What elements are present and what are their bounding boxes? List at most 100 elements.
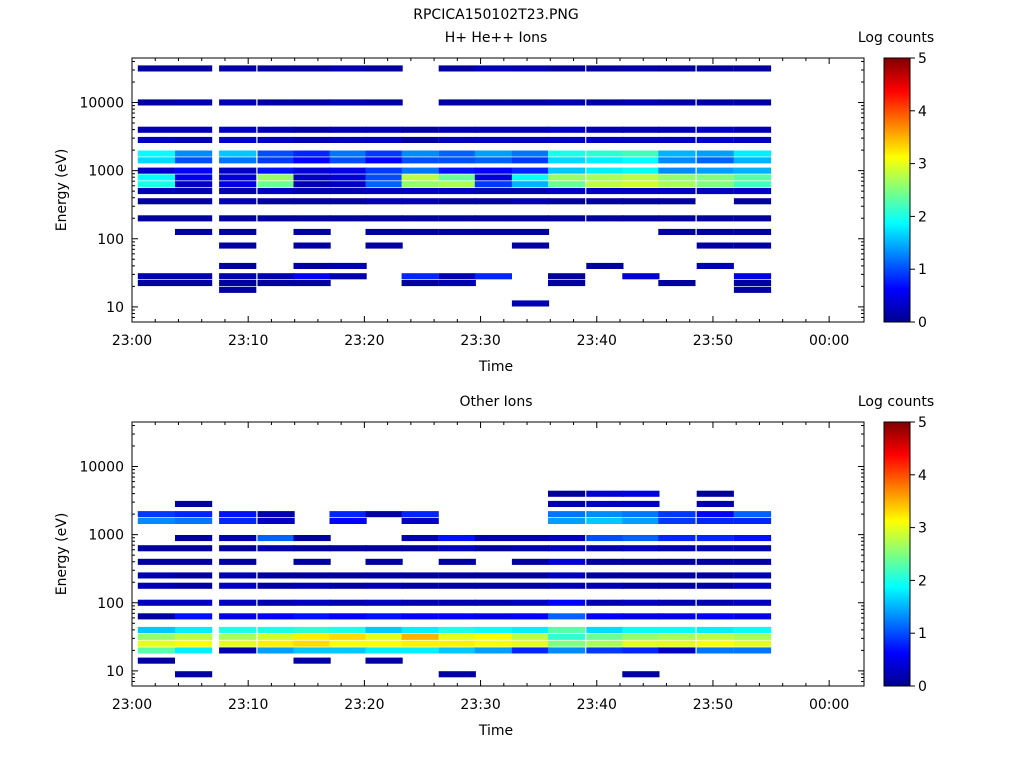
heatmap-cell <box>622 535 660 542</box>
heatmap-cell <box>293 167 331 174</box>
heatmap-cell <box>696 558 734 565</box>
heatmap-cell <box>257 157 295 164</box>
heatmap-cell <box>548 65 586 72</box>
heatmap-cell <box>365 188 403 195</box>
heatmap-cell <box>733 626 772 633</box>
heatmap-cell <box>293 273 331 280</box>
heatmap-cell <box>548 517 586 524</box>
heatmap-cell <box>622 633 660 640</box>
heatmap-cell <box>401 181 439 188</box>
heatmap-cell <box>733 126 772 133</box>
heatmap-cell <box>658 228 696 235</box>
x-tick-label: 23:10 <box>228 697 268 713</box>
heatmap-cell <box>586 157 624 164</box>
heatmap-cell <box>438 280 476 287</box>
heatmap-cell <box>511 126 550 133</box>
heatmap-cell <box>365 157 403 164</box>
heatmap-cell <box>137 640 175 647</box>
colorbar-tick-label: 3 <box>918 521 927 537</box>
heatmap-cell <box>438 167 476 174</box>
heatmap-cell <box>401 517 439 524</box>
heatmap-cell <box>219 582 257 589</box>
heatmap-cell <box>137 582 175 589</box>
heatmap-cell <box>257 273 295 280</box>
heatmap-cell <box>586 167 624 174</box>
heatmap-cell <box>474 273 512 280</box>
heatmap-cell <box>175 582 213 589</box>
colorbar-tick-label: 0 <box>918 679 927 695</box>
heatmap-cell <box>438 582 476 589</box>
heatmap-cell <box>137 647 175 654</box>
heatmap-cell <box>219 262 257 269</box>
heatmap-cell <box>548 99 586 106</box>
colorbar-tick-label: 3 <box>918 157 927 173</box>
heatmap-cell <box>696 262 734 269</box>
heatmap-cell <box>438 228 476 235</box>
heatmap-cell <box>696 613 734 620</box>
heatmap-cell <box>733 181 772 188</box>
heatmap-cell <box>365 215 403 222</box>
heatmap-cell <box>733 572 772 579</box>
heatmap-cell <box>257 535 295 542</box>
heatmap-cell <box>293 633 331 640</box>
heatmap-cell <box>733 242 772 249</box>
heatmap-cell <box>733 167 772 174</box>
heatmap-cell <box>733 633 772 640</box>
heatmap-cell <box>257 647 295 654</box>
heatmap-cell <box>733 535 772 542</box>
heatmap-cell <box>175 136 213 143</box>
heatmap-cell <box>329 262 367 269</box>
heatmap-cell <box>586 633 624 640</box>
heatmap-cell <box>175 215 213 222</box>
heatmap-cell <box>511 626 550 633</box>
heatmap-cell <box>696 157 734 164</box>
heatmap-cell <box>511 242 550 249</box>
y-tick-label: 100 <box>97 232 124 248</box>
heatmap-cell <box>175 613 213 620</box>
heatmap-cell <box>401 572 439 579</box>
heatmap-cell <box>175 99 213 106</box>
heatmap-cell <box>175 500 213 507</box>
panel-other-ions: Other Ions 23:00 23:10 23:20 23:30 23:40 23:5… <box>54 394 934 739</box>
heatmap-cell <box>733 65 772 72</box>
heatmap-cell <box>401 188 439 195</box>
heatmap-cell <box>548 136 586 143</box>
heatmap-cell <box>474 188 512 195</box>
heatmap-cell <box>175 558 213 565</box>
heatmap-cell <box>293 242 331 249</box>
heatmap-cell <box>511 136 550 143</box>
colorbar-tick-label: 2 <box>918 573 927 589</box>
heatmap-cell <box>293 188 331 195</box>
heatmap-cell <box>658 65 696 72</box>
heatmap-cell <box>257 633 295 640</box>
heatmap-cell <box>257 545 295 552</box>
heatmap-cell <box>257 517 295 524</box>
heatmap-cell <box>733 198 772 205</box>
heatmap-cell <box>175 198 213 205</box>
y-tick-label: 10000 <box>79 96 124 112</box>
heatmap-cell <box>257 174 295 181</box>
heatmap-cell <box>548 174 586 181</box>
heatmap-cell <box>511 535 550 542</box>
heatmap-cell <box>329 136 367 143</box>
heatmap-cell <box>548 150 586 157</box>
heatmap-cell <box>293 228 331 235</box>
heatmap-cell <box>622 613 660 620</box>
heatmap-cell <box>622 198 660 205</box>
heatmap-cell <box>365 511 403 518</box>
heatmap-cell <box>293 198 331 205</box>
heatmap-cell <box>219 188 257 195</box>
heatmap-cell <box>175 228 213 235</box>
heatmap-cell <box>622 167 660 174</box>
heatmap-cell <box>474 150 512 157</box>
heatmap-cell <box>438 136 476 143</box>
heatmap-cell <box>401 280 439 287</box>
heatmap-cell <box>474 626 512 633</box>
heatmap-cell <box>219 174 257 181</box>
heatmap-cell <box>586 188 624 195</box>
heatmap-cell <box>137 511 175 518</box>
heatmap-cell <box>696 126 734 133</box>
heatmap-cell <box>586 136 624 143</box>
heatmap-cell <box>586 545 624 552</box>
heatmap-cell <box>622 545 660 552</box>
